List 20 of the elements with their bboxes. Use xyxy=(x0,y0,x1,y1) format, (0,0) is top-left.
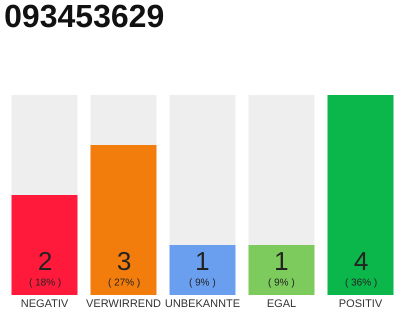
data-label: 3 ( 27% ) xyxy=(108,246,140,289)
bar xyxy=(248,245,314,295)
data-label: 1 ( 9% ) xyxy=(268,246,295,289)
data-label: 4 ( 36% ) xyxy=(345,246,378,289)
x-tick-label: VERWIRREND xyxy=(86,298,162,310)
bar xyxy=(248,95,314,245)
x-tick-label: POSITIV xyxy=(338,298,383,310)
bar xyxy=(90,145,156,295)
bar xyxy=(12,195,78,295)
bar xyxy=(328,95,394,295)
x-tick-label: UNBEKANNTE xyxy=(164,298,240,310)
bar xyxy=(12,95,78,195)
x-tick-label: NEGATIV xyxy=(20,298,69,310)
bar xyxy=(170,95,236,245)
data-label: 2 ( 18% ) xyxy=(29,246,62,289)
x-tick-label: EGAL xyxy=(266,298,296,310)
bar xyxy=(170,245,236,295)
chart-title: 093453629 xyxy=(4,0,164,34)
data-label: 1 ( 9% ) xyxy=(189,246,216,289)
bar xyxy=(90,95,156,145)
